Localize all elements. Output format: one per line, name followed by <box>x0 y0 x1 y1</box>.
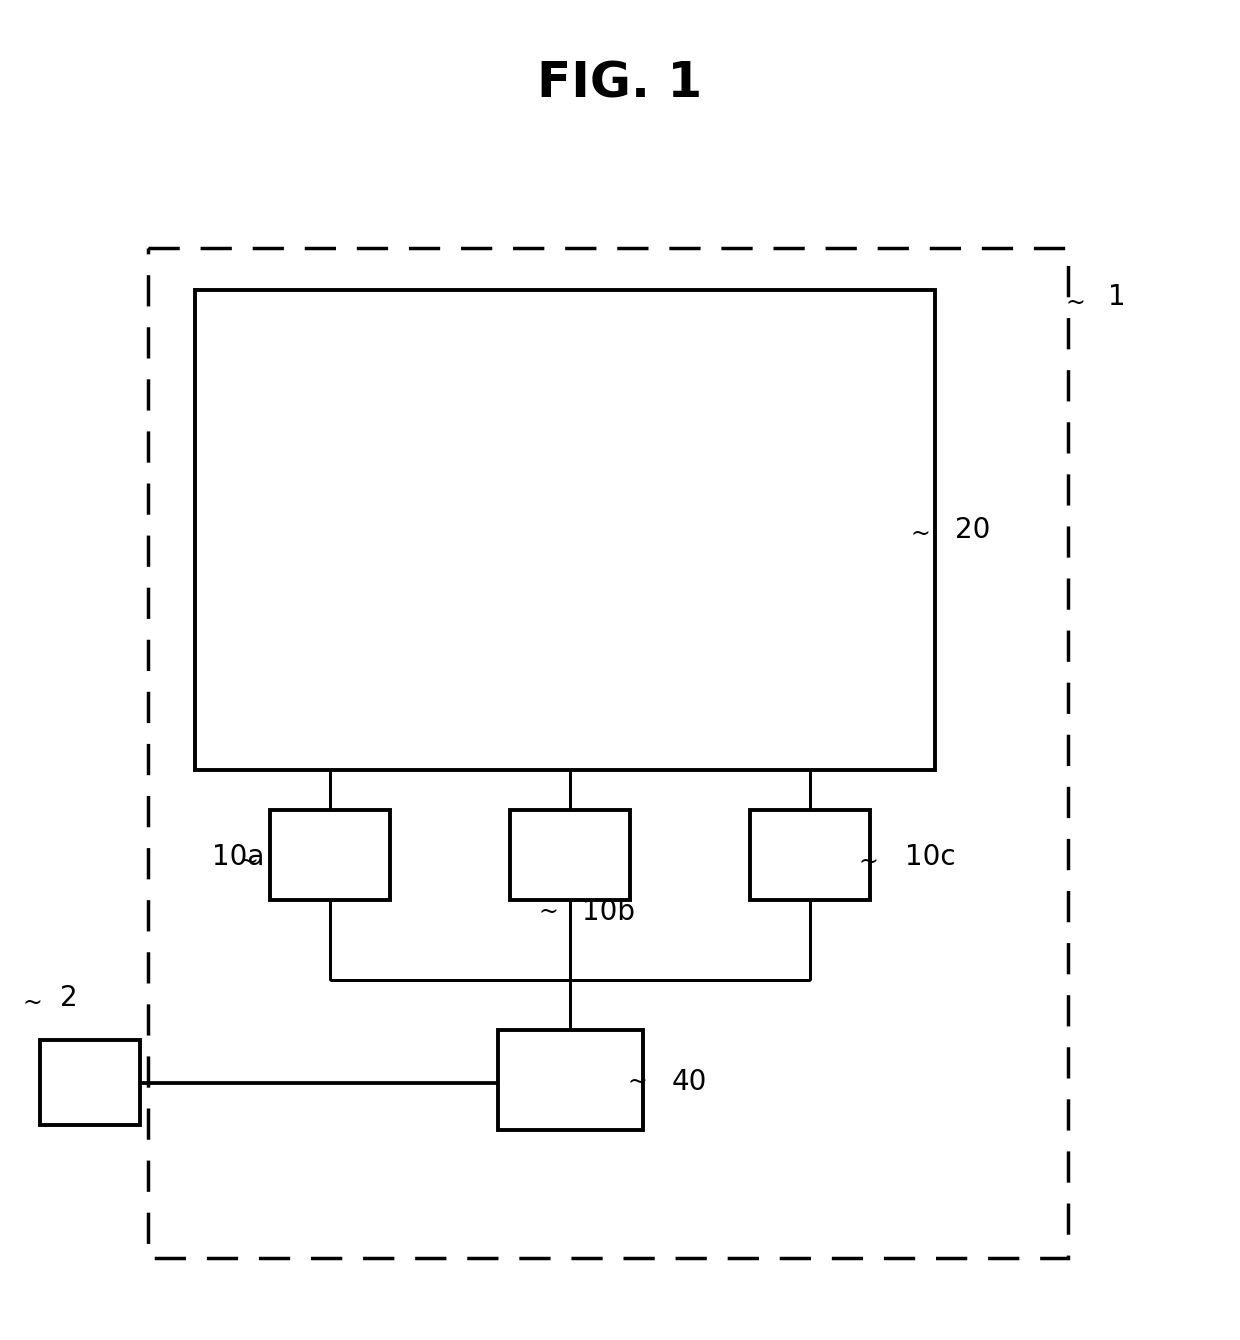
Text: ~: ~ <box>238 851 258 874</box>
Text: ~: ~ <box>1065 292 1085 315</box>
Text: ~: ~ <box>858 851 878 874</box>
Text: ~: ~ <box>22 992 42 1014</box>
Text: 40: 40 <box>672 1068 707 1096</box>
Text: 10c: 10c <box>905 843 956 871</box>
Text: ~: ~ <box>538 900 558 923</box>
Text: ~: ~ <box>627 1071 647 1093</box>
Bar <box>750 809 870 900</box>
Bar <box>270 809 391 900</box>
Text: 10a: 10a <box>212 843 264 871</box>
Bar <box>148 248 1068 1258</box>
Text: 2: 2 <box>60 984 78 1012</box>
Text: 10b: 10b <box>582 898 635 926</box>
Bar <box>40 1040 140 1126</box>
Text: ~: ~ <box>910 523 930 545</box>
Bar <box>510 809 630 900</box>
Bar <box>498 1030 644 1130</box>
Bar <box>195 289 935 770</box>
Text: FIG. 1: FIG. 1 <box>537 60 703 109</box>
Text: 20: 20 <box>955 516 991 544</box>
Text: 1: 1 <box>1109 283 1126 311</box>
